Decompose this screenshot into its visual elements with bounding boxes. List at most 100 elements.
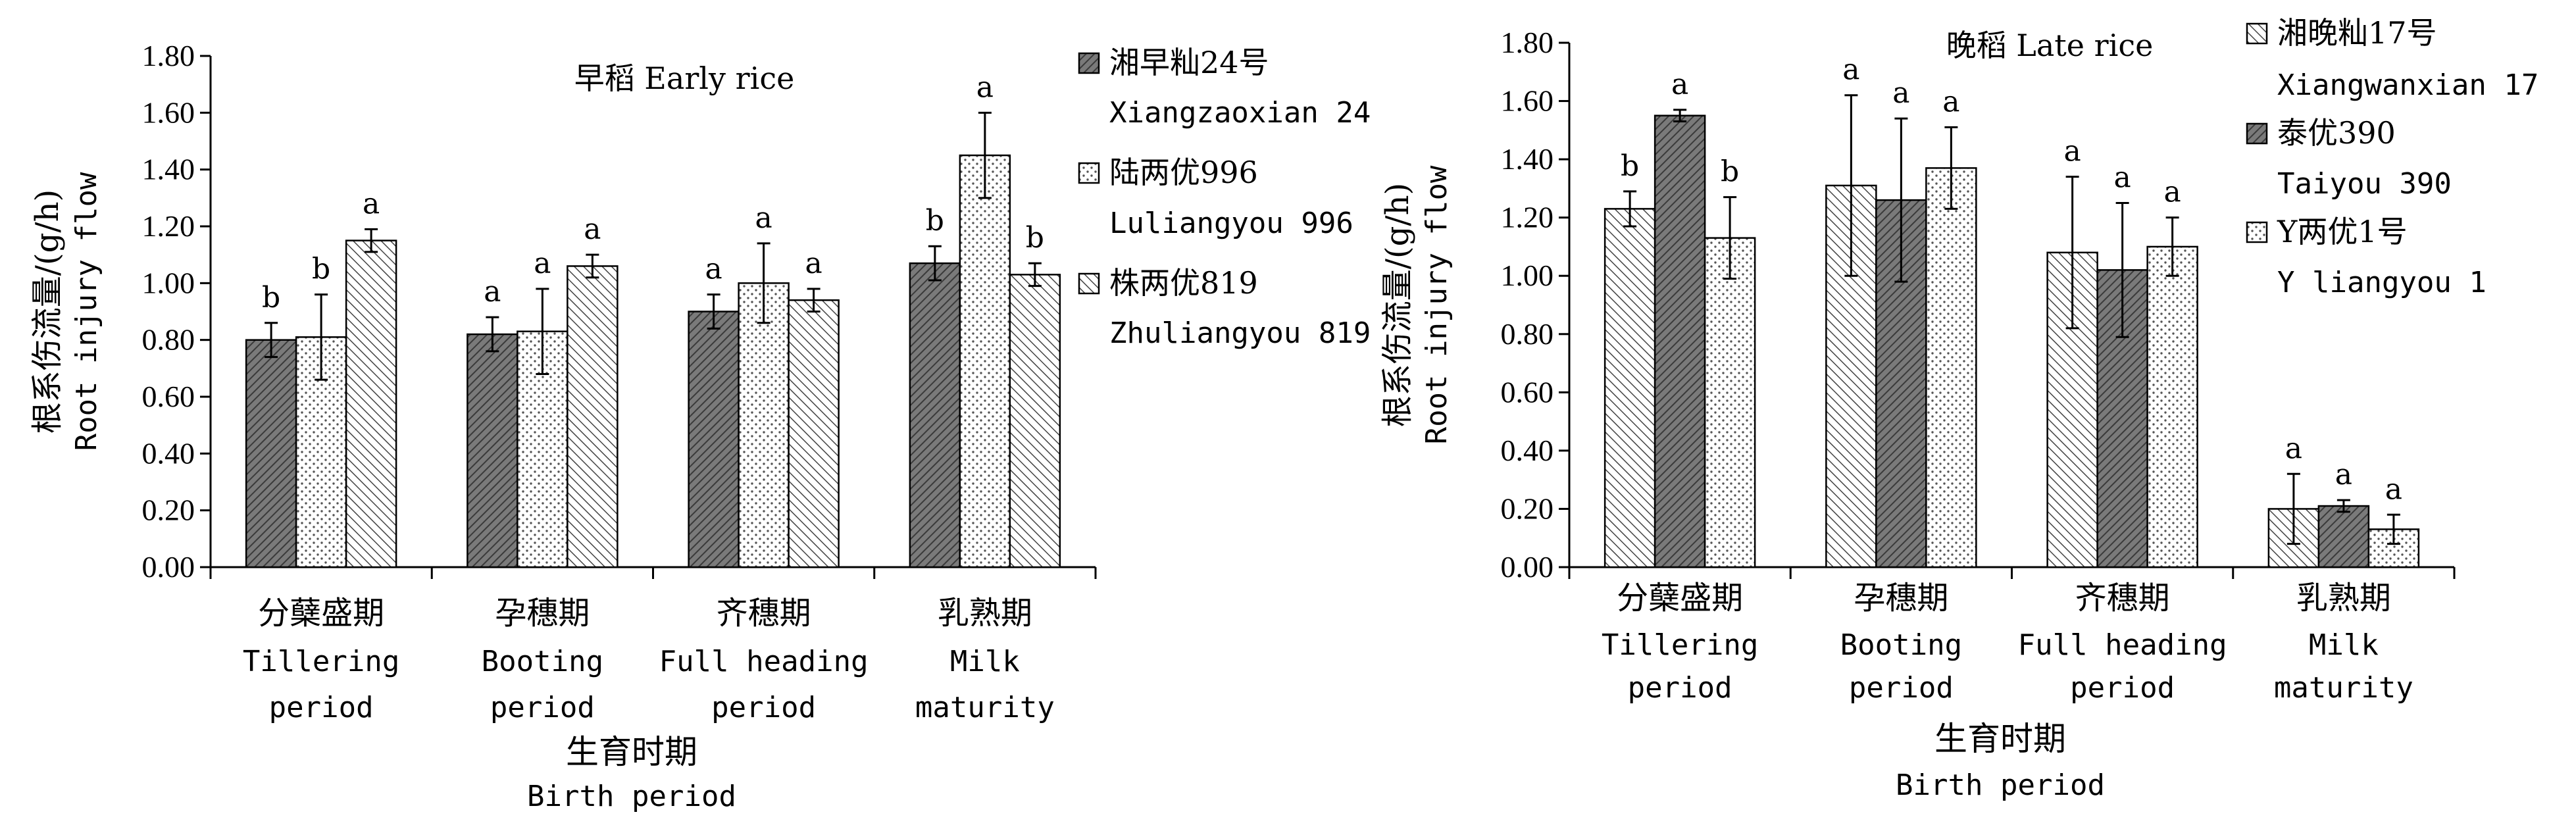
y-tick-label: 1.80 bbox=[1501, 26, 1554, 59]
bar bbox=[788, 299, 840, 568]
x-category-label-zh: 乳熟期 bbox=[938, 595, 1032, 632]
x-axis-label-zh: 生育时期 bbox=[1934, 720, 2066, 758]
bar bbox=[567, 265, 619, 568]
x-category-label-zh: 孕穗期 bbox=[1854, 580, 1948, 616]
significance-label: a bbox=[2385, 472, 2402, 506]
y-tick-label: 0.00 bbox=[1501, 550, 1554, 584]
y-tick-label: 0.40 bbox=[142, 436, 195, 470]
significance-label: a bbox=[484, 275, 501, 309]
x-category-label-en: Booting bbox=[1840, 628, 1962, 662]
chart-title: 晚稻 Late rice bbox=[1946, 28, 2154, 63]
bar bbox=[2146, 245, 2198, 568]
x-category-label-en: Tillering bbox=[243, 645, 399, 678]
significance-label: a bbox=[705, 253, 722, 286]
significance-label: a bbox=[805, 247, 822, 280]
x-category-label-en: maturity bbox=[915, 691, 1055, 724]
y-tick-label: 0.20 bbox=[1501, 491, 1554, 525]
bar bbox=[688, 311, 740, 568]
significance-label: a bbox=[363, 187, 380, 220]
legend-label-en: Y liangyou 1 bbox=[2277, 266, 2487, 299]
legend-label-en: Xiangwanxian 17 bbox=[2277, 68, 2538, 102]
significance-label: a bbox=[1671, 68, 1688, 101]
x-category-label-zh: 齐穗期 bbox=[717, 595, 811, 632]
significance-label: b bbox=[926, 204, 944, 238]
legend-label-zh: 湘晚籼17号 bbox=[2277, 15, 2437, 51]
legend-entry: 株两优819 Zhuliangyou 819 bbox=[1078, 265, 1371, 350]
legend-entry: 湘晚籼17号 Xiangwanxian 17 bbox=[2246, 15, 2538, 102]
x-category-label-en: period bbox=[1849, 671, 1954, 705]
bar bbox=[1604, 208, 1656, 568]
bar bbox=[1009, 274, 1061, 568]
chart-panel-1: 0.00 0.20 0.40 0.60 0.80 1.00 1.20 1.40 1.60 1.80… bbox=[29, 39, 1371, 813]
significance-label: b bbox=[1621, 149, 1639, 183]
y-tick-label: 0.40 bbox=[1501, 434, 1554, 467]
chart-panel-2: 0.00 0.20 0.40 0.60 0.80 1.00 1.20 1.40 1.60 1.80… bbox=[1379, 15, 2538, 802]
legend-label-zh: 湘早籼24号 bbox=[1109, 45, 1269, 80]
bar bbox=[1654, 114, 1706, 568]
x-category-label-en: period bbox=[269, 691, 374, 724]
bar bbox=[345, 239, 397, 568]
y-tick-label: 1.40 bbox=[1501, 142, 1554, 176]
y-tick-label: 1.00 bbox=[142, 266, 195, 299]
x-category-label-en: Full heading bbox=[659, 645, 869, 678]
bar bbox=[959, 154, 1011, 568]
x-category-label-zh: 孕穗期 bbox=[495, 595, 590, 632]
bar bbox=[467, 333, 518, 568]
x-category-label-zh: 乳熟期 bbox=[2296, 580, 2391, 616]
y-tick-label: 1.80 bbox=[142, 39, 195, 72]
legend-label-zh: 陆两优996 bbox=[1109, 155, 1258, 190]
x-category-label-en: period bbox=[1628, 671, 1732, 705]
bar bbox=[1704, 237, 1756, 568]
x-category-label-en: period bbox=[711, 691, 816, 724]
x-category-label-en: Milk bbox=[2309, 628, 2379, 662]
bar bbox=[909, 262, 961, 568]
legend-label-en: Taiyou 390 bbox=[2277, 167, 2452, 201]
x-category-label-en: Booting bbox=[482, 645, 603, 678]
y-tick-label: 0.60 bbox=[1501, 375, 1554, 409]
significance-label: a bbox=[2285, 432, 2302, 465]
y-tick-label: 0.20 bbox=[142, 493, 195, 527]
y-tick-label: 1.20 bbox=[142, 209, 195, 243]
y-axis-label-en: Root injury flow bbox=[70, 172, 103, 451]
x-category-label-en: Full heading bbox=[2018, 628, 2227, 662]
y-tick-label: 0.80 bbox=[1501, 317, 1554, 351]
y-tick-label: 0.00 bbox=[142, 550, 195, 584]
legend-label-en: Zhuliangyou 819 bbox=[1109, 316, 1371, 350]
significance-label: a bbox=[2335, 458, 2352, 491]
legend-label-zh: 泰优390 bbox=[2277, 115, 2396, 151]
bar bbox=[738, 282, 790, 568]
significance-label: b bbox=[262, 281, 280, 314]
significance-label: a bbox=[1892, 76, 1909, 110]
y-axis-label-en: Root injury flow bbox=[1420, 165, 1453, 444]
bar bbox=[1925, 167, 1977, 568]
y-tick-label: 0.80 bbox=[142, 323, 195, 357]
legend-swatch bbox=[1078, 272, 1100, 295]
significance-label: a bbox=[755, 201, 772, 235]
significance-label: b bbox=[1026, 221, 1044, 255]
legend-label-en: Xiangzaoxian 24 bbox=[1109, 96, 1371, 130]
legend-entry: 泰优390 Taiyou 390 bbox=[2246, 115, 2452, 201]
chart-title: 早稻 Early rice bbox=[574, 61, 795, 96]
x-category-label-en: Tillering bbox=[1602, 628, 1758, 662]
significance-label: a bbox=[1842, 53, 1859, 87]
bar bbox=[245, 339, 297, 568]
y-tick-label: 1.20 bbox=[1501, 201, 1554, 234]
legend-swatch bbox=[1078, 52, 1100, 74]
legend-swatch bbox=[2246, 22, 2268, 45]
x-category-label-en: period bbox=[2070, 671, 2175, 705]
significance-label: a bbox=[584, 213, 601, 246]
x-axis-label-zh: 生育时期 bbox=[566, 733, 697, 771]
legend-entry: 湘早籼24号 Xiangzaoxian 24 bbox=[1078, 45, 1371, 130]
significance-label: a bbox=[976, 70, 994, 104]
x-category-label-zh: 分蘖盛期 bbox=[1617, 580, 1743, 616]
y-tick-label: 1.60 bbox=[142, 95, 195, 129]
x-category-label-en: Milk bbox=[950, 645, 1020, 678]
significance-label: a bbox=[2114, 161, 2131, 195]
legend-swatch bbox=[2246, 221, 2268, 243]
x-axis-label-en: Birth period bbox=[527, 780, 736, 813]
legend-label-en: Luliangyou 996 bbox=[1109, 207, 1353, 240]
y-tick-label: 0.60 bbox=[142, 380, 195, 413]
y-axis-label-zh: 根系伤流量/(g/h) bbox=[1379, 183, 1416, 427]
y-tick-label: 1.60 bbox=[1501, 84, 1554, 118]
y-axis-label-zh: 根系伤流量/(g/h) bbox=[29, 189, 66, 434]
